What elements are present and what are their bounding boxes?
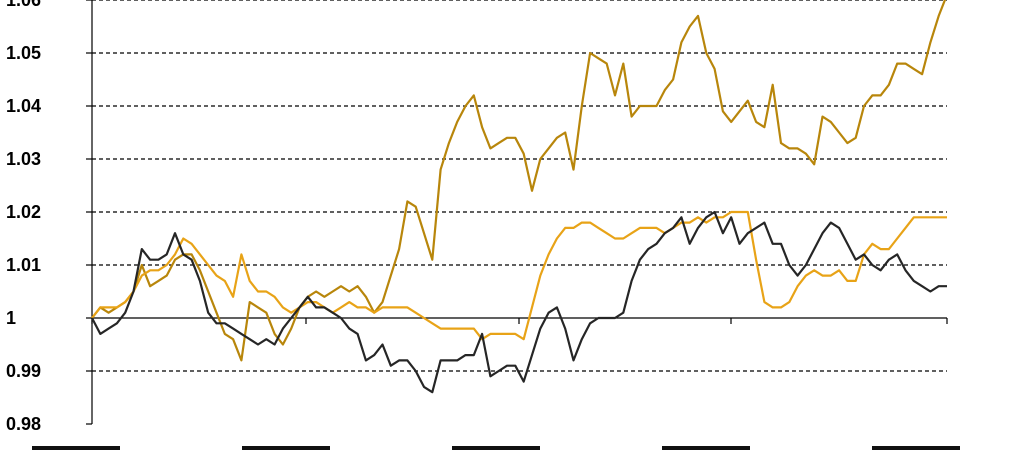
x-tick-label-cropped (662, 446, 750, 450)
x-tick-label-cropped (872, 446, 960, 450)
gridlines (92, 0, 947, 372)
axes (86, 0, 948, 425)
x-tick-label-cropped (32, 446, 120, 450)
y-tick-label: 1.05 (6, 43, 41, 63)
y-tick-label: 1.06 (6, 0, 41, 10)
y-tick-label: 1.04 (6, 96, 41, 116)
series-line-1 (91, 0, 947, 362)
series-lines (91, 0, 947, 394)
y-tick-label: 0.99 (6, 361, 41, 381)
x-tick-label-cropped (452, 446, 540, 450)
y-tick-label: 1.02 (6, 202, 41, 222)
y-tick-label: 1 (6, 308, 16, 328)
y-tick-label: 1.03 (6, 149, 41, 169)
y-tick-label: 0.98 (6, 414, 41, 434)
series-line-2 (91, 210, 947, 341)
x-tick-label-cropped (242, 446, 330, 450)
series-line-3 (91, 210, 947, 394)
y-tick-label: 1.01 (6, 255, 41, 275)
y-tick-labels: 0.98 0.99 1 1.01 1.02 1.03 1.04 1.05 1.06 (6, 0, 960, 450)
